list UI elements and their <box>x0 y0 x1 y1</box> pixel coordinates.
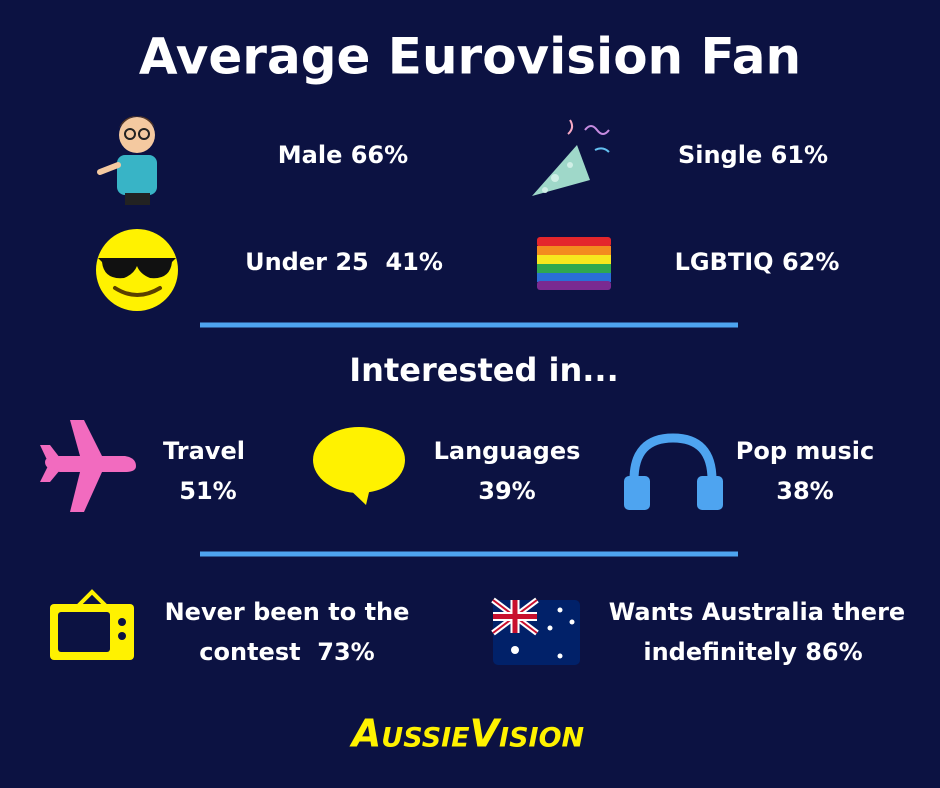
logo: AussieVision <box>349 712 585 756</box>
speech-bubble-icon <box>313 427 405 505</box>
profile-text: Single 61% <box>678 141 828 169</box>
interest-value: 51% <box>179 477 236 505</box>
profile-text: Male 66% <box>278 141 408 169</box>
man-icon <box>97 116 157 205</box>
fact-text: Wants Australia there <box>609 598 905 626</box>
interest-name: Languages <box>434 437 581 465</box>
australia-flag-icon <box>491 597 580 665</box>
fact-text: contest 73% <box>199 638 374 666</box>
interest-name: Pop music <box>736 437 874 465</box>
section-heading: Interested in... <box>349 351 618 389</box>
rainbow-flag-icon <box>537 237 611 290</box>
party-icon <box>532 119 610 196</box>
interest-value: 38% <box>776 477 833 505</box>
profile-text: Under 25 41% <box>245 248 443 276</box>
tv-icon <box>50 589 134 660</box>
fact-text: Never been to the <box>165 598 410 626</box>
interest-value: 39% <box>478 477 535 505</box>
profile-text: LGBTIQ 62% <box>675 248 840 276</box>
fact-text: indefinitely 86% <box>643 638 862 666</box>
cool-face-icon <box>96 229 178 311</box>
headphones-icon <box>624 433 723 510</box>
plane-icon <box>40 420 136 512</box>
title: Average Eurovision Fan <box>139 28 801 86</box>
interest-name: Travel <box>163 437 245 465</box>
